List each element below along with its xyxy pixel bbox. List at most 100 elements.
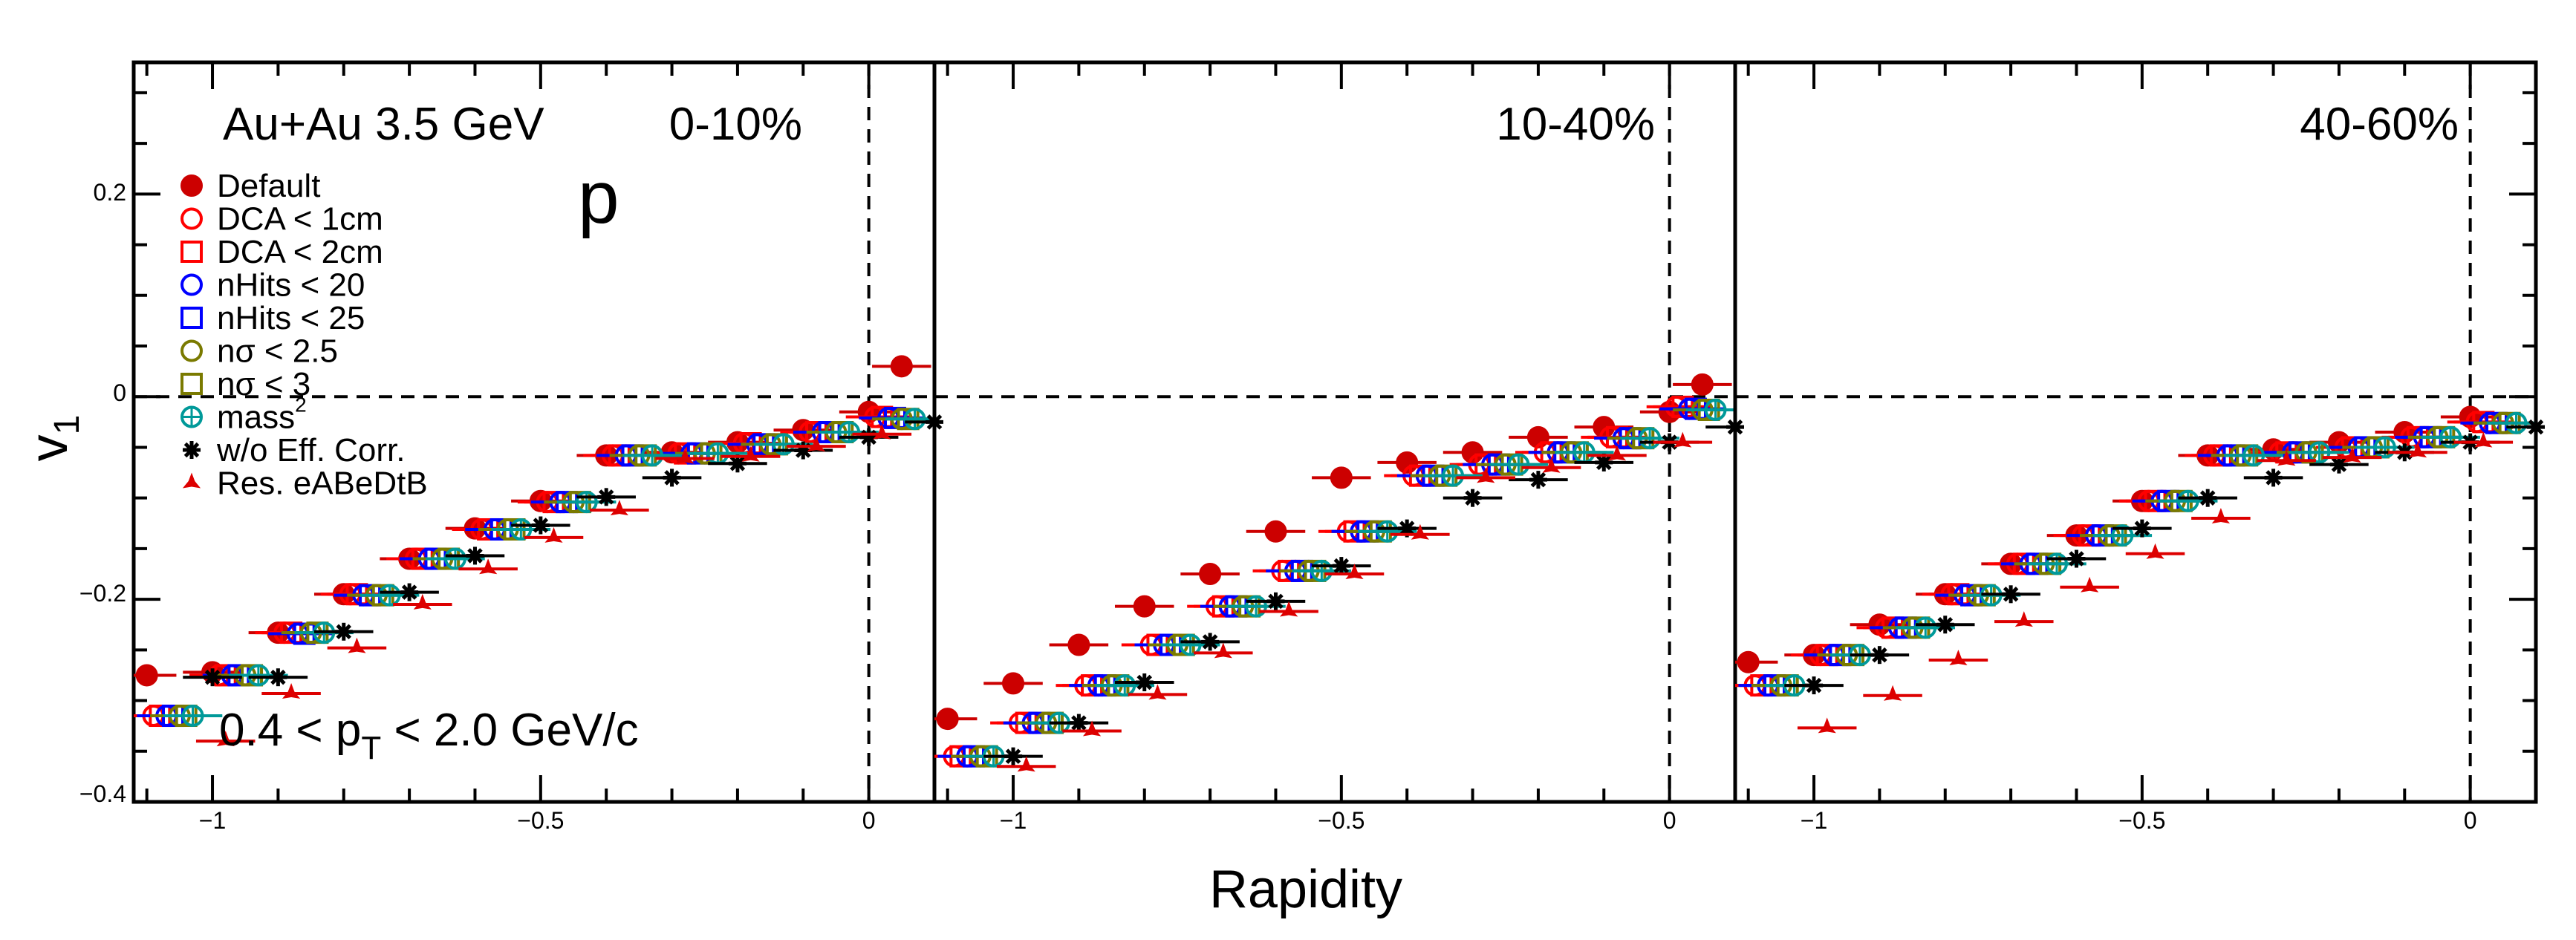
data-point bbox=[216, 731, 235, 747]
legend-item: nσ < 3 bbox=[180, 366, 310, 402]
data-point bbox=[838, 421, 861, 443]
data-point bbox=[873, 423, 891, 440]
data-point bbox=[1002, 672, 1025, 695]
data-point bbox=[2308, 441, 2331, 464]
data-point bbox=[1067, 633, 1090, 656]
legend-item: nHits < 25 bbox=[180, 300, 365, 336]
legend-marker bbox=[182, 472, 201, 489]
data-point bbox=[204, 668, 222, 687]
data-point bbox=[1264, 520, 1287, 543]
data-point bbox=[1244, 595, 1267, 618]
data-point bbox=[1805, 676, 1824, 695]
data-point bbox=[544, 526, 563, 543]
x-tick-label: −0.5 bbox=[2118, 807, 2165, 834]
y-axis-title: v1 bbox=[19, 415, 87, 462]
series-mass2 bbox=[163, 408, 934, 728]
data-point bbox=[1883, 685, 1902, 701]
legend-item: mass2 bbox=[180, 394, 307, 436]
legend-marker bbox=[180, 307, 203, 329]
data-point bbox=[2081, 576, 2099, 593]
data-point bbox=[663, 469, 681, 487]
panel-label: 40-60% bbox=[2300, 99, 2459, 150]
data-point bbox=[1201, 633, 1220, 651]
data-point bbox=[1463, 489, 1482, 507]
legend-marker bbox=[180, 174, 203, 197]
x-axis-title: Rapidity bbox=[1209, 860, 1402, 919]
legend-marker bbox=[180, 373, 203, 395]
data-point bbox=[2133, 519, 2151, 538]
data-point bbox=[1280, 601, 1298, 617]
legend-marker bbox=[180, 405, 203, 428]
data-point bbox=[1398, 519, 1417, 538]
pt-range-post: < 2.0 GeV/c bbox=[381, 705, 638, 756]
x-tick-label: −1 bbox=[1000, 807, 1027, 834]
y-tick-label: −0.4 bbox=[79, 780, 126, 807]
series-mass2 bbox=[963, 398, 1735, 768]
pt-range-pre: 0.4 < p bbox=[219, 705, 361, 756]
data-point bbox=[282, 683, 301, 699]
data-point bbox=[1179, 633, 1202, 656]
data-point bbox=[1936, 616, 1954, 634]
legend-label: Res. eABeDtB bbox=[217, 466, 428, 502]
data-point bbox=[247, 664, 270, 687]
data-point bbox=[2408, 442, 2427, 458]
data-point bbox=[1870, 646, 1889, 665]
legend-label: nHits < 20 bbox=[217, 267, 365, 304]
y-axis-title-sub: 1 bbox=[48, 415, 87, 435]
data-point bbox=[1461, 441, 1484, 464]
legend-marker bbox=[183, 441, 201, 459]
data-point bbox=[597, 488, 616, 506]
data-point bbox=[1070, 714, 1088, 732]
data-point bbox=[1214, 642, 1232, 659]
system-label: Au+Au 3.5 GeV bbox=[223, 99, 544, 150]
data-point bbox=[1529, 471, 1547, 489]
data-point bbox=[741, 445, 760, 462]
data-point bbox=[510, 518, 533, 541]
legend-label: nσ < 3 bbox=[217, 366, 310, 402]
data-point bbox=[1017, 756, 1035, 772]
data-point bbox=[1310, 559, 1333, 582]
data-point bbox=[1332, 557, 1350, 575]
data-point bbox=[903, 408, 926, 431]
data-point bbox=[2002, 585, 2020, 604]
legend-label: DCA < 2cm bbox=[217, 234, 383, 270]
legend-marker bbox=[180, 339, 203, 362]
data-point bbox=[676, 448, 695, 464]
legend-item: DCA < 2cm bbox=[180, 234, 383, 270]
series-w-o-eff-corr bbox=[983, 418, 1744, 766]
data-point bbox=[413, 593, 432, 610]
data-point bbox=[1542, 457, 1561, 473]
panel-40-60: −1 −0.5 0 40-60% bbox=[1733, 60, 2545, 834]
data-point bbox=[1113, 674, 1136, 697]
legend-item: DCA < 1cm bbox=[180, 201, 383, 238]
data-point bbox=[2505, 411, 2528, 434]
panel-label: 10-40% bbox=[1496, 99, 1655, 150]
data-point bbox=[466, 546, 484, 565]
series-w-o-eff-corr bbox=[1784, 418, 2545, 695]
data-point bbox=[1737, 650, 1760, 673]
data-point bbox=[610, 500, 628, 516]
legend-marker bbox=[180, 207, 203, 230]
data-point bbox=[1266, 592, 1285, 610]
data-point bbox=[1345, 564, 1364, 579]
x-tick-label: 0 bbox=[2464, 807, 2477, 834]
x-tick-label: 0 bbox=[862, 807, 876, 834]
legend-marker bbox=[180, 241, 203, 263]
data-point bbox=[2373, 436, 2396, 459]
data-point bbox=[1914, 616, 1937, 639]
data-point bbox=[2014, 611, 2033, 627]
data-point bbox=[2146, 543, 2164, 559]
data-point bbox=[334, 622, 353, 641]
data-point bbox=[443, 547, 466, 570]
data-point bbox=[348, 637, 366, 653]
data-point bbox=[859, 428, 878, 446]
legend-item: Default bbox=[180, 168, 320, 204]
data-point bbox=[479, 558, 498, 575]
data-point bbox=[378, 584, 401, 607]
data-point bbox=[1674, 431, 1692, 448]
data-point bbox=[181, 705, 204, 728]
data-point bbox=[1442, 464, 1465, 487]
data-point bbox=[269, 668, 287, 687]
